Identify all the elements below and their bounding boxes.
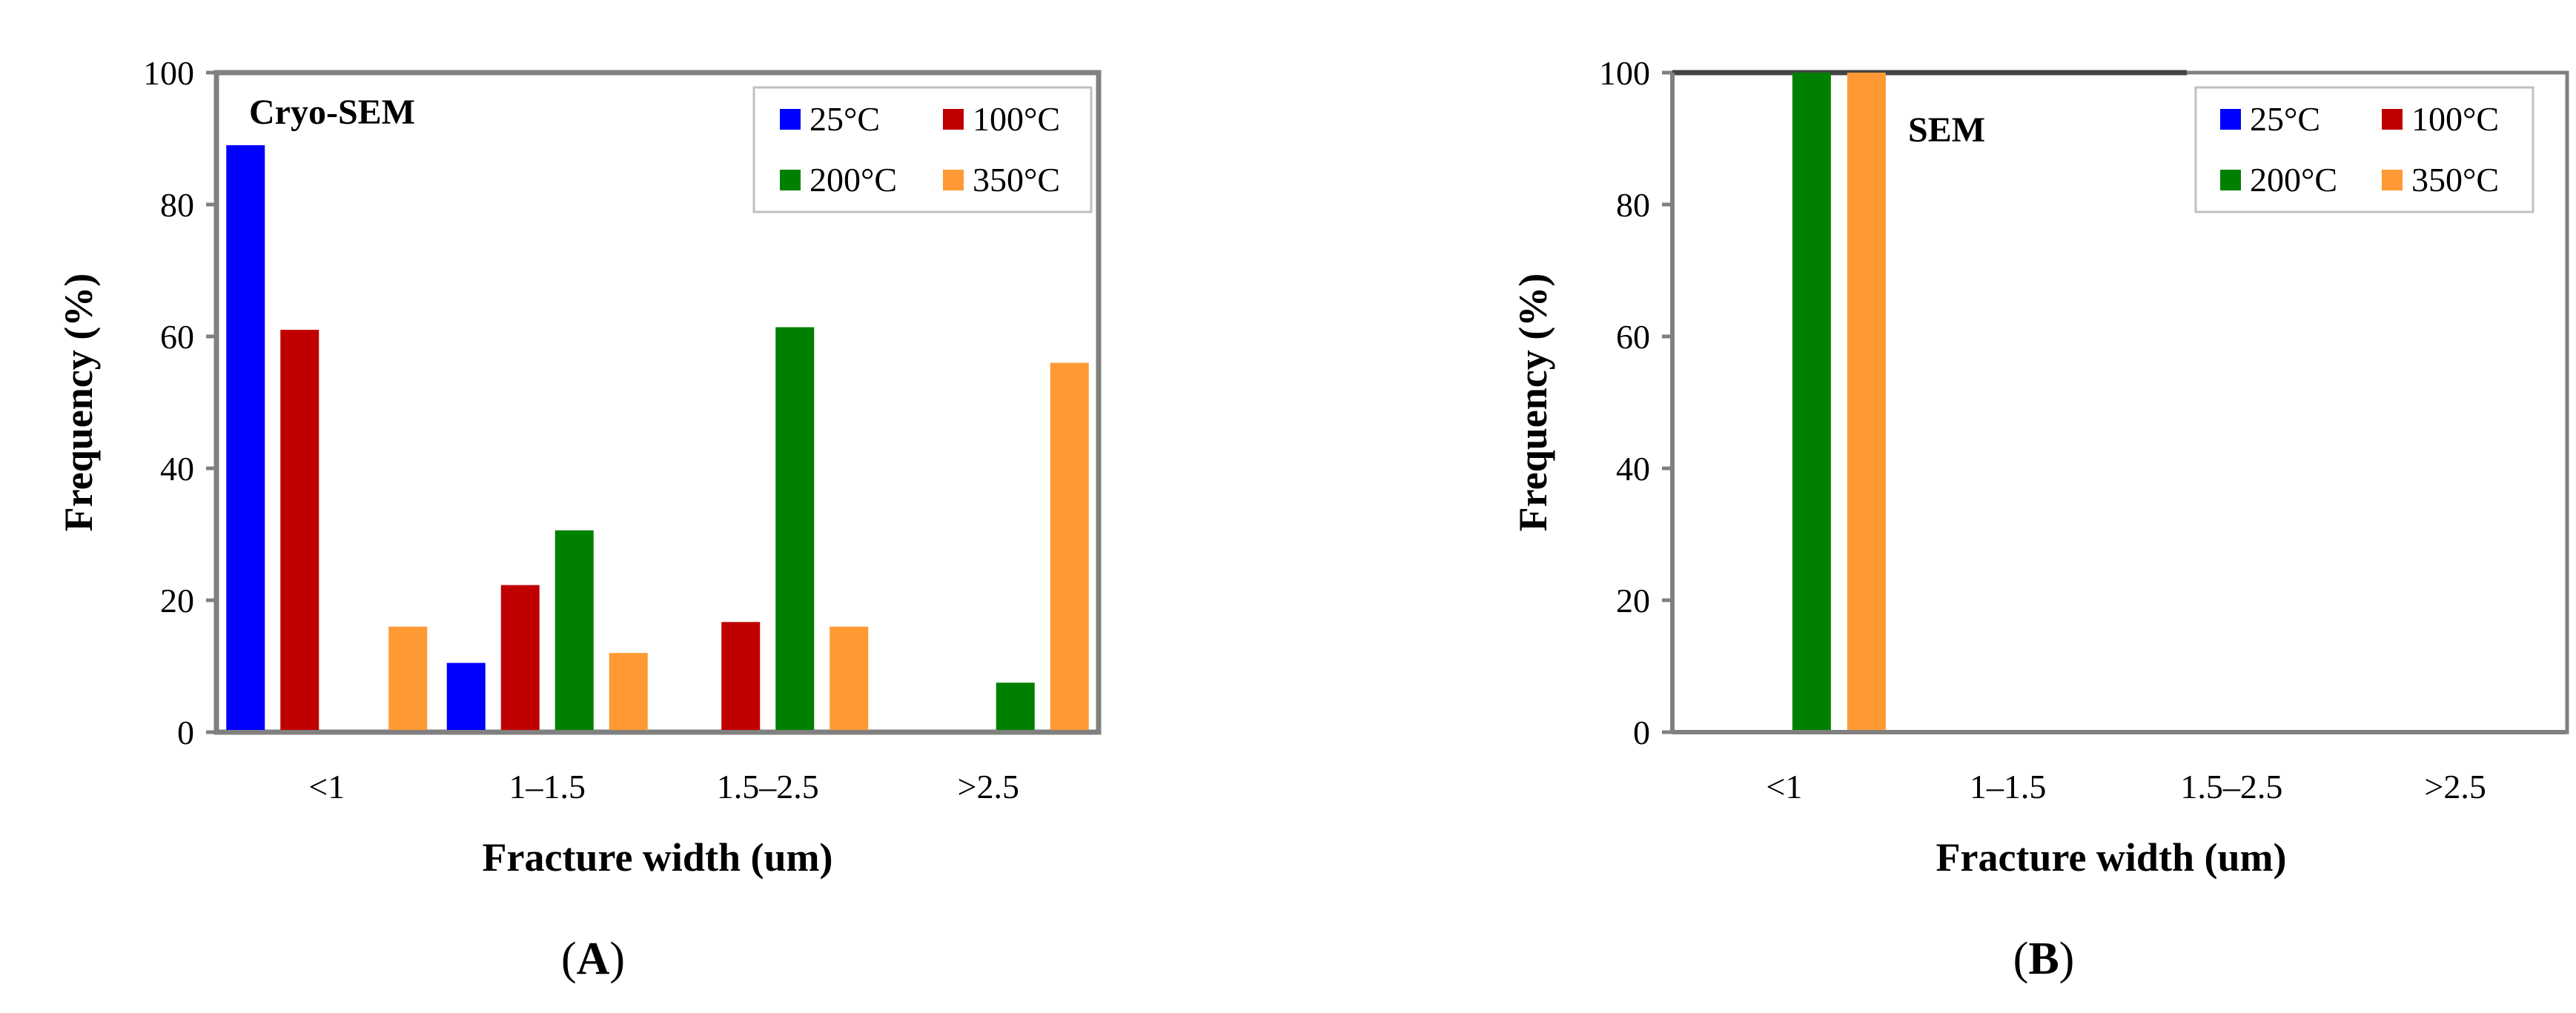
legend-swatch-25c [2220,109,2241,130]
legend-label-100c: 100°C [973,100,1060,138]
legend-swatch-100c [2382,109,2403,130]
x-axis-title: Fracture width (um) [1936,835,2287,880]
legend-label-350c: 350°C [2411,161,2499,199]
legend-box [752,86,1093,213]
x-axis-title: Fracture width (um) [483,835,833,880]
x-tick-label: >2.5 [2424,768,2486,806]
legend-label-100c: 100°C [2411,100,2499,138]
legend-swatch-350c [2382,170,2403,190]
legend-label-200c: 200°C [2250,161,2337,199]
y-axis-tick-labels: 0 20 40 60 80 100 [143,54,194,751]
panel-label: SEM [1908,110,1985,150]
y-tick-label: 0 [177,714,194,751]
chart-panel-a: 0 20 40 60 80 100 <1 1–1.5 1.5–2.5 >2.5 Cryo-SEM… [56,54,1102,984]
bar-350-c-lt1 [1847,73,1886,730]
y-tick-label: 20 [1616,582,1650,620]
y-tick-label: 100 [1599,54,1650,92]
bar-100-c-lt1 [280,330,319,731]
bar-200-c-lt1 [1792,73,1831,730]
legend: 25°C 100°C 200°C 350°C [752,86,1093,213]
x-tick-label: 1–1.5 [509,768,586,806]
y-tick-label: 60 [1616,318,1650,356]
legend-label-200c: 200°C [809,161,897,199]
legend-swatch-200c [780,170,801,190]
legend-swatch-350c [943,170,964,190]
legend: 25°C 100°C 200°C 350°C [2194,86,2534,213]
legend-swatch-100c [943,109,964,130]
bar-25-c-1-1-5 [446,662,486,730]
y-axis-ticks [206,70,216,734]
chart-panel-b: 0 20 40 60 80 100 <1 1–1.5 1.5–2.5 >2.5 SEM 25°C… [1511,54,2569,984]
bar-100-c-1-1-5 [500,585,540,730]
bar-100-c-1-5-2-5 [721,622,761,730]
y-tick-label: 40 [160,450,194,488]
y-tick-label: 80 [160,186,194,224]
caption-close-paren: ) [2059,934,2075,984]
y-tick-label: 60 [160,318,194,356]
x-tick-label: 1.5–2.5 [2180,768,2282,806]
x-axis-tick-labels: <1 1–1.5 1.5–2.5 >2.5 [1766,768,2486,806]
caption-close-paren: ) [609,934,625,984]
y-axis-tick-labels: 0 20 40 60 80 100 [1599,54,1650,751]
x-tick-label: >2.5 [958,768,1019,806]
y-tick-label: 20 [160,582,194,620]
panel-caption: (B) [2013,934,2075,984]
bar-350-c-lt1 [388,626,428,730]
y-tick-label: 80 [1616,186,1650,224]
y-tick-label: 100 [143,54,194,92]
y-axis-ticks [1662,70,1672,734]
y-axis-title: Frequency (%) [1511,273,1555,531]
x-tick-label: <1 [308,768,345,806]
legend-label-25c: 25°C [809,100,880,138]
legend-box [2194,86,2534,213]
bar-200-c-1-5-2-5 [775,327,815,730]
bar-350-c-gt2-5 [1050,362,1089,730]
legend-label-25c: 25°C [2250,100,2320,138]
y-axis-title: Frequency (%) [56,273,101,531]
bar-25-c-lt1 [226,145,265,730]
y-tick-label: 0 [1633,714,1650,751]
x-tick-label: 1.5–2.5 [717,768,819,806]
x-axis-tick-labels: <1 1–1.5 1.5–2.5 >2.5 [308,768,1019,806]
legend-swatch-25c [780,109,801,130]
x-tick-label: <1 [1766,768,1802,806]
bars [1792,73,1886,730]
caption-open-paren: ( [561,934,577,984]
bar-350-c-1-5-2-5 [830,626,869,730]
bar-350-c-1-1-5 [609,653,648,730]
caption-letter: B [2028,934,2059,984]
panel-caption: (A) [561,934,625,984]
panel-label: Cryo-SEM [249,93,415,132]
bars [226,145,1089,731]
legend-swatch-200c [2220,170,2241,190]
legend-label-350c: 350°C [973,161,1060,199]
caption-open-paren: ( [2013,934,2029,984]
y-tick-label: 40 [1616,450,1650,488]
bar-200-c-gt2-5 [996,682,1035,730]
x-tick-label: 1–1.5 [1970,768,2047,806]
bar-200-c-1-1-5 [554,530,594,730]
caption-letter: A [577,934,610,984]
